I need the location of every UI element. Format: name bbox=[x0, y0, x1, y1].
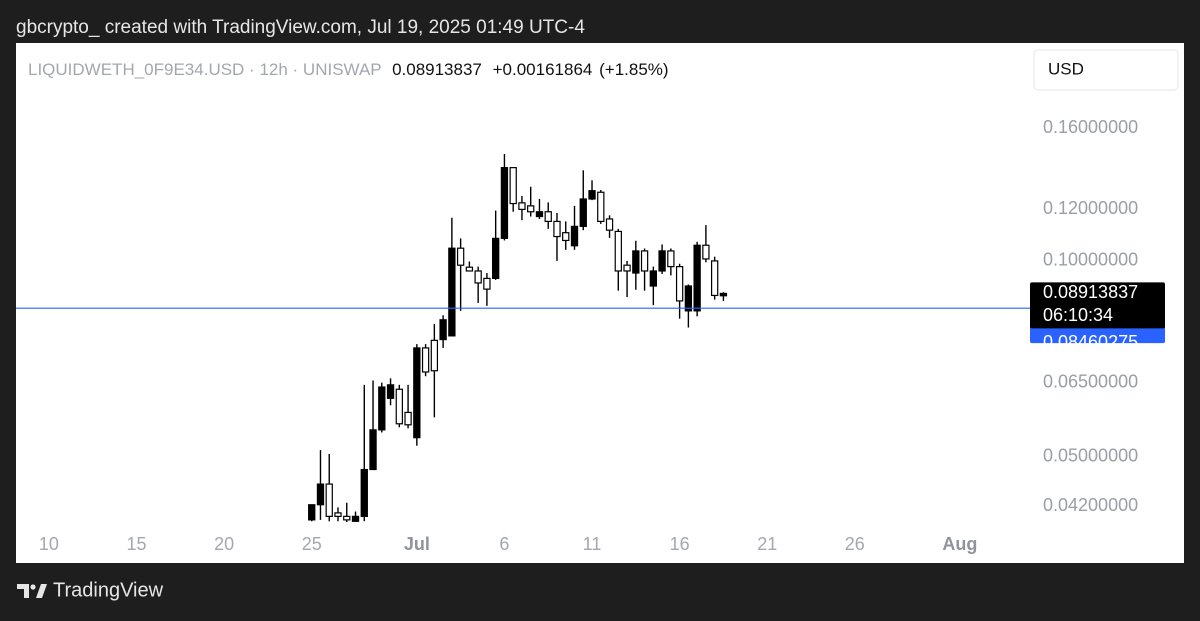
candle-body bbox=[378, 386, 386, 431]
x-tick-label: 11 bbox=[583, 534, 602, 554]
candle-body bbox=[518, 202, 526, 210]
last-price-box bbox=[1030, 282, 1165, 329]
attribution: gbcrypto_ created with TradingView.com, … bbox=[16, 17, 585, 38]
candle-body bbox=[369, 429, 377, 471]
y-tick-label: 0.06500000 bbox=[1043, 371, 1138, 391]
x-tick-label: Aug bbox=[942, 534, 977, 554]
candle-body bbox=[719, 292, 728, 297]
y-tick-label: 0.16000000 bbox=[1043, 117, 1138, 137]
candle-body bbox=[351, 515, 360, 522]
x-tick-label: 26 bbox=[845, 534, 865, 554]
candle-body bbox=[588, 190, 596, 200]
candle-body bbox=[456, 247, 465, 266]
x-tick-label: Jul bbox=[404, 534, 430, 554]
x-tick-label: 21 bbox=[757, 534, 777, 554]
candle-body bbox=[570, 225, 579, 247]
x-tick-label: 16 bbox=[670, 534, 690, 554]
candle-body bbox=[562, 232, 570, 242]
candle-body bbox=[535, 211, 544, 218]
candle-body bbox=[343, 515, 351, 521]
candle-body bbox=[579, 198, 587, 227]
candle-body bbox=[623, 264, 631, 272]
candle-body bbox=[448, 247, 456, 337]
candle-body bbox=[553, 220, 561, 238]
candle-body bbox=[500, 167, 509, 239]
countdown: 06:10:34 bbox=[1043, 305, 1113, 325]
candle-body bbox=[632, 250, 640, 274]
candle-body bbox=[544, 211, 552, 223]
tradingview-logo bbox=[17, 584, 47, 598]
price-line-label: 0.08460275 bbox=[1043, 332, 1138, 352]
x-tick-label: 10 bbox=[39, 534, 59, 554]
candle-body bbox=[316, 483, 325, 506]
candle-body bbox=[474, 270, 482, 284]
candle-body bbox=[439, 319, 447, 341]
symbol: LIQUIDWETH_0F9E34.USD · 12h · UNISWAP bbox=[28, 60, 381, 79]
candle-body bbox=[658, 250, 666, 272]
candle-body bbox=[649, 270, 658, 287]
y-tick-label: 0.12000000 bbox=[1043, 198, 1138, 218]
brand: TradingView bbox=[53, 579, 164, 601]
currency-box[interactable] bbox=[1033, 49, 1179, 91]
candle-body bbox=[325, 483, 333, 517]
last-price-label: 0.08913837 bbox=[1043, 282, 1138, 302]
y-tick-label: 0.10000000 bbox=[1043, 250, 1138, 270]
x-tick-label: 6 bbox=[499, 534, 509, 554]
y-tick-label: 0.04200000 bbox=[1043, 495, 1138, 515]
candle-body bbox=[334, 512, 342, 517]
candle-body bbox=[693, 244, 701, 312]
candle-body bbox=[386, 384, 395, 399]
candle-body bbox=[667, 250, 675, 268]
last-price: 0.08913837 bbox=[392, 60, 482, 79]
candle-body bbox=[702, 244, 710, 260]
candle-body bbox=[492, 237, 500, 279]
candle-body bbox=[430, 339, 439, 372]
candle-body bbox=[614, 230, 622, 272]
x-tick-label: 15 bbox=[127, 534, 147, 554]
candle-body bbox=[360, 468, 368, 517]
candle-body bbox=[675, 266, 684, 302]
candle-body bbox=[605, 218, 614, 231]
candle-body bbox=[308, 504, 316, 521]
candle-body bbox=[597, 191, 605, 223]
candle-body bbox=[483, 277, 491, 290]
candle-body bbox=[421, 347, 430, 373]
candle-body bbox=[710, 260, 719, 297]
currency[interactable]: USD bbox=[1048, 59, 1084, 78]
candle-body bbox=[404, 411, 412, 426]
chart-header: LIQUIDWETH_0F9E34.USD · 12h · UNISWAP 0.… bbox=[28, 60, 669, 79]
candle-body bbox=[640, 250, 649, 272]
candle-body bbox=[509, 167, 517, 205]
chart-panel bbox=[16, 43, 1184, 563]
y-tick-label: 0.05000000 bbox=[1043, 446, 1138, 466]
axes: 0.04200000 0.05000000 0.06500000 0.10000000… bbox=[39, 117, 1165, 554]
change-pct: (+1.85%) bbox=[599, 60, 668, 79]
candle-body bbox=[413, 347, 421, 439]
candle-body bbox=[395, 388, 403, 425]
candle-body bbox=[684, 285, 693, 312]
x-tick-label: 25 bbox=[302, 534, 322, 554]
candle-body bbox=[465, 266, 474, 272]
x-tick-label: 20 bbox=[214, 534, 234, 554]
change: +0.00161864 bbox=[493, 60, 593, 79]
plot-area bbox=[16, 153, 1030, 522]
candle-body bbox=[527, 205, 535, 213]
